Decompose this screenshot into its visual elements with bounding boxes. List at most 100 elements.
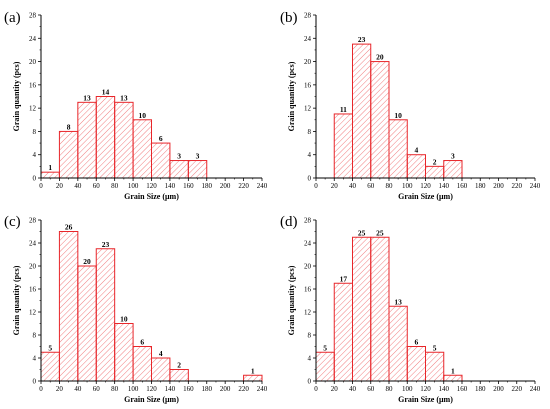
- x-tick-label: 80: [111, 385, 119, 393]
- bar-a-1: [58, 130, 79, 179]
- x-tick-label: 160: [457, 385, 468, 393]
- x-tick-label: 240: [257, 385, 268, 393]
- x-tick-label: 240: [530, 385, 541, 393]
- y-tick-label: 12: [29, 105, 37, 113]
- bar-d-4: [388, 305, 408, 382]
- y-tick-label: 4: [33, 151, 37, 159]
- bar-a-4: [114, 101, 134, 179]
- x-tick-label: 40: [74, 385, 82, 393]
- y-tick-label: 16: [29, 286, 37, 294]
- y-tick-label: 20: [29, 58, 37, 66]
- y-tick-label: 16: [304, 286, 312, 294]
- bar-value-label: 1: [48, 163, 52, 172]
- x-tick-label: 60: [93, 385, 101, 393]
- x-tick-label: 180: [202, 385, 213, 393]
- x-tick-label: 20: [56, 182, 64, 190]
- panel-label: (c): [4, 214, 21, 230]
- bar-value-label: 26: [65, 223, 73, 232]
- bar-b-5: [425, 165, 445, 179]
- x-tick-label: 80: [386, 182, 394, 190]
- bar-value-label: 4: [415, 146, 419, 155]
- bar-value-label: 10: [139, 111, 147, 120]
- y-tick-label: 0: [308, 175, 312, 183]
- x-tick-label: 0: [39, 385, 43, 393]
- x-tick-label: 140: [165, 182, 176, 190]
- y-tick-label: 12: [304, 309, 312, 317]
- bar-value-label: 20: [83, 257, 91, 266]
- x-tick-label: 160: [183, 182, 194, 190]
- bar-value-label: 6: [415, 338, 419, 347]
- y-tick-label: 20: [304, 58, 312, 66]
- y-axis-title: Grain quantity (pcs): [12, 61, 21, 131]
- bar-a-5: [132, 119, 152, 179]
- x-axis-title: Grain Size (μm): [398, 192, 453, 201]
- y-tick-label: 28: [304, 12, 312, 20]
- bar-b-0: [333, 113, 353, 179]
- bar-c-7: [169, 369, 189, 382]
- bar-value-label: 2: [433, 157, 437, 166]
- bar-c-8: [243, 374, 263, 382]
- x-tick-label: 220: [238, 182, 249, 190]
- x-tick-label: 80: [111, 182, 119, 190]
- x-tick-label: 200: [220, 385, 231, 393]
- x-tick-label: 240: [530, 182, 541, 190]
- x-tick-label: 20: [56, 385, 64, 393]
- y-tick-label: 0: [33, 378, 37, 386]
- y-tick-label: 20: [29, 263, 37, 271]
- y-tick-label: 24: [304, 35, 312, 43]
- x-axis-title: Grain Size (μm): [124, 192, 179, 201]
- x-tick-label: 80: [386, 385, 394, 393]
- y-axis-title: Grain quantity (pcs): [12, 265, 21, 335]
- bar-d-5: [406, 346, 426, 382]
- bar-value-label: 3: [177, 152, 181, 161]
- y-tick-label: 20: [304, 263, 312, 271]
- bar-b-2: [370, 61, 390, 179]
- y-tick-label: 24: [29, 240, 37, 248]
- y-tick-label: 8: [308, 332, 312, 340]
- bar-value-label: 4: [159, 349, 163, 358]
- bar-a-0: [40, 171, 60, 179]
- y-axis-title: Grain quantity (pcs): [287, 61, 296, 131]
- bar-c-5: [132, 346, 152, 382]
- bar-b-3: [388, 119, 408, 179]
- panel-label: (d): [280, 214, 298, 230]
- x-tick-label: 240: [257, 182, 268, 190]
- bar-b-1: [352, 43, 372, 179]
- bar-value-label: 2: [177, 361, 181, 370]
- bar-value-label: 13: [120, 93, 128, 102]
- x-tick-label: 220: [238, 385, 249, 393]
- bar-b-4: [406, 154, 426, 179]
- bar-value-label: 5: [323, 343, 327, 352]
- bar-value-label: 25: [376, 228, 384, 237]
- bar-d-6: [425, 351, 445, 382]
- bar-a-3: [95, 96, 116, 179]
- x-tick-label: 220: [512, 182, 523, 190]
- bar-c-2: [77, 265, 97, 382]
- y-tick-label: 12: [304, 105, 312, 113]
- x-tick-label: 200: [493, 182, 504, 190]
- y-tick-label: 28: [29, 12, 37, 20]
- x-tick-label: 60: [367, 385, 375, 393]
- y-tick-label: 4: [33, 355, 37, 363]
- bar-value-label: 17: [340, 274, 348, 283]
- x-tick-label: 20: [331, 385, 339, 393]
- bar-a-2: [77, 101, 97, 179]
- bar-d-1: [333, 282, 353, 382]
- bar-b-6: [443, 160, 463, 179]
- bar-value-label: 5: [48, 343, 52, 352]
- x-tick-label: 100: [402, 385, 413, 393]
- x-tick-label: 140: [439, 385, 450, 393]
- x-tick-label: 100: [128, 385, 139, 393]
- bar-d-3: [370, 236, 390, 382]
- x-tick-label: 160: [457, 182, 468, 190]
- x-tick-label: 140: [165, 385, 176, 393]
- y-tick-label: 4: [308, 151, 312, 159]
- bar-value-label: 10: [394, 111, 402, 120]
- y-tick-label: 0: [308, 378, 312, 386]
- bar-d-7: [443, 374, 463, 382]
- x-tick-label: 200: [220, 182, 231, 190]
